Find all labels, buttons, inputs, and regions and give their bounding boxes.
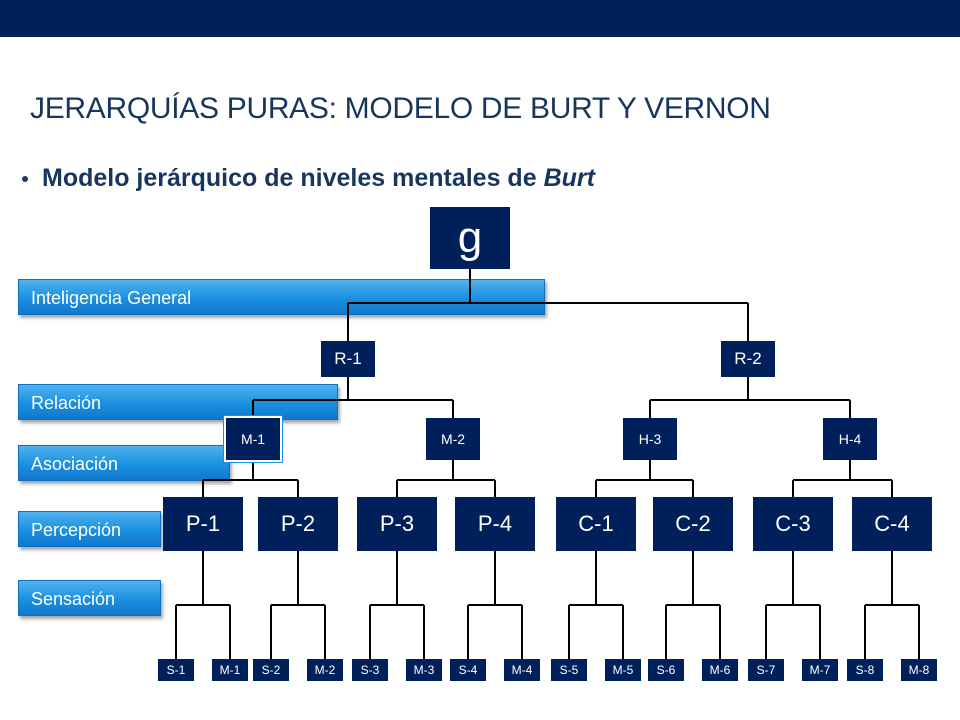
leaf-node-s-7: S-7 bbox=[748, 659, 784, 681]
node-h-3: H-3 bbox=[623, 418, 677, 460]
leaf-node-m-1: M-1 bbox=[212, 659, 248, 681]
leaf-node-m-2: M-2 bbox=[307, 659, 343, 681]
node-r-1: R-1 bbox=[321, 341, 375, 377]
node-c-2: C-2 bbox=[653, 497, 733, 551]
node-c-4: C-4 bbox=[852, 497, 932, 551]
bullet-item: Modelo jerárquico de niveles mentales de… bbox=[22, 164, 595, 193]
leaf-node-s-8: S-8 bbox=[847, 659, 883, 681]
leaf-node-s-4: S-4 bbox=[450, 659, 486, 681]
bullet-dot-icon bbox=[22, 175, 28, 182]
leaf-node-m-4: M-4 bbox=[504, 659, 540, 681]
leaf-node-m-7: M-7 bbox=[802, 659, 838, 681]
node-p-2: P-2 bbox=[258, 497, 338, 551]
node-h-4: H-4 bbox=[823, 418, 877, 460]
level-label-relacion: Relación bbox=[18, 384, 338, 420]
header-bar bbox=[0, 0, 960, 37]
node-p-1: P-1 bbox=[163, 497, 243, 551]
level-label-sensacion: Sensación bbox=[18, 580, 161, 616]
bullet-text: Modelo jerárquico de niveles mentales de bbox=[42, 164, 544, 192]
leaf-node-s-1: S-1 bbox=[158, 659, 194, 681]
bullet-text-emphasis: Burt bbox=[543, 164, 595, 192]
leaf-node-s-3: S-3 bbox=[352, 659, 388, 681]
node-r-2: R-2 bbox=[721, 341, 775, 377]
leaf-node-m-3: M-3 bbox=[406, 659, 442, 681]
node-m-2: M-2 bbox=[426, 418, 480, 460]
leaf-node-m-6: M-6 bbox=[702, 659, 738, 681]
leaf-node-m-5: M-5 bbox=[605, 659, 641, 681]
leaf-node-s-2: S-2 bbox=[253, 659, 289, 681]
leaf-node-s-6: S-6 bbox=[648, 659, 684, 681]
node-c-3: C-3 bbox=[753, 497, 833, 551]
level-label-inteligencia-general: Inteligencia General bbox=[18, 279, 545, 315]
node-c-1: C-1 bbox=[556, 497, 636, 551]
node-p-4: P-4 bbox=[455, 497, 535, 551]
leaf-node-s-5: S-5 bbox=[551, 659, 587, 681]
leaf-node-m-8: M-8 bbox=[901, 659, 937, 681]
level-label-asociacion: Asociación bbox=[18, 445, 230, 481]
node-p-3: P-3 bbox=[357, 497, 437, 551]
slide-title: JERARQUÍAS PURAS: MODELO DE BURT Y VERNO… bbox=[30, 92, 771, 125]
node-m-1: M-1 bbox=[224, 416, 282, 462]
level-label-percepcion: Percepción bbox=[18, 511, 161, 547]
node-g: g bbox=[430, 207, 510, 269]
